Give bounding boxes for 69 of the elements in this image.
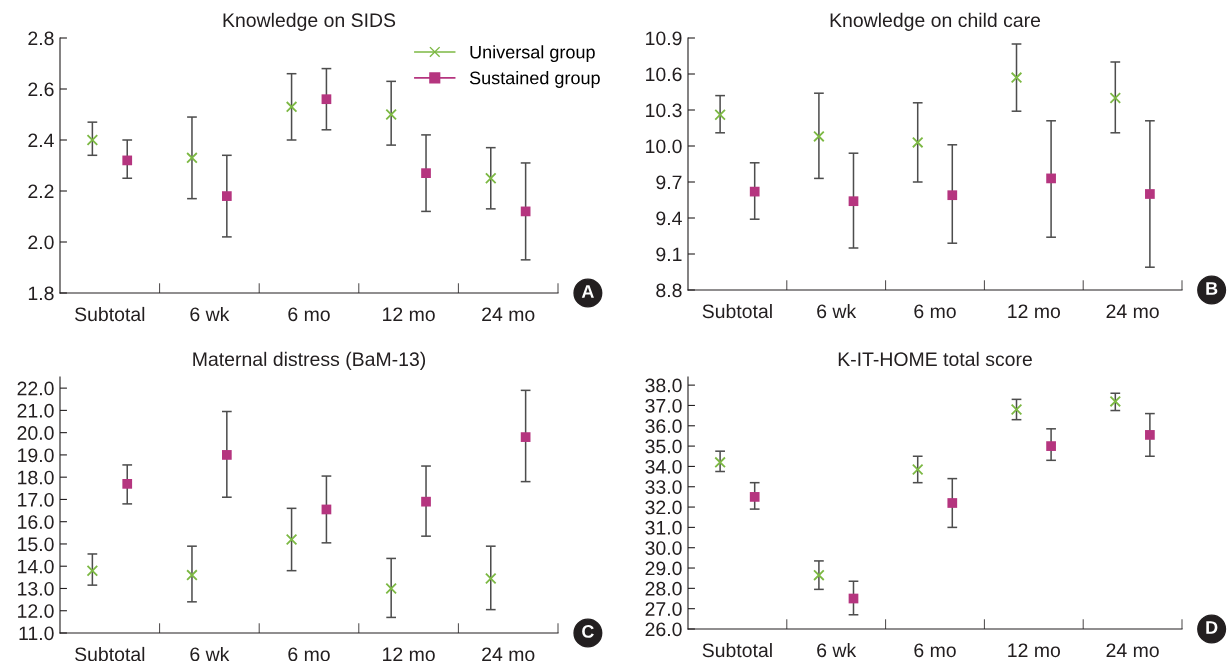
x-tick-label: 24 mo — [482, 647, 535, 661]
y-tick-label: 38.0 — [645, 378, 682, 393]
y-tick-label: 1.8 — [28, 286, 54, 301]
y-tick-label: 10.6 — [646, 67, 682, 82]
text: B — [1206, 282, 1218, 295]
y-tick-label: 9.1 — [656, 247, 682, 262]
y-tick-label: 13.0 — [18, 581, 54, 596]
text: D — [1206, 621, 1218, 634]
y-tick-label: 36.0 — [645, 419, 682, 434]
x-tick-label: Subtotal — [702, 303, 772, 319]
x-tick-label: 12 mo — [1008, 643, 1061, 658]
legend-label: Sustained group — [469, 71, 600, 88]
y-tick-label: 32.0 — [645, 500, 682, 515]
y-tick-label: 15.0 — [18, 537, 54, 552]
y-tick-label: 14.0 — [18, 559, 54, 574]
y-tick-label: 31.0 — [645, 520, 682, 535]
y-tick-label: 35.0 — [645, 439, 682, 454]
x-tick-label: 24 mo — [1106, 304, 1159, 319]
x-tick-label: 6 mo — [914, 304, 956, 319]
y-tick-label: 10.0 — [646, 139, 682, 154]
x-tick-label: 12 mo — [1008, 304, 1061, 319]
x-tick-label: 6 mo — [288, 307, 330, 322]
x-tick-label: 6 wk — [190, 306, 230, 322]
y-tick-label: 30.0 — [645, 541, 682, 555]
text: C — [582, 625, 594, 638]
y-tick-label: 2.4 — [28, 133, 54, 148]
y-tick-label: 18.0 — [18, 470, 54, 485]
y-tick-label: 19.0 — [18, 448, 54, 463]
chart-title: Maternal distress (BaM-13) — [193, 351, 426, 370]
x-tick-label: 6 wk — [817, 642, 857, 658]
y-tick-label: 2.2 — [28, 184, 54, 199]
x-tick-label: 24 mo — [482, 307, 535, 322]
y-tick-label: 22.0 — [17, 381, 54, 396]
x-tick-label: 6 mo — [914, 643, 956, 658]
x-tick-label: 6 wk — [190, 646, 230, 661]
x-tick-label: 12 mo — [383, 307, 435, 322]
y-tick-label: 10.9 — [646, 31, 682, 46]
y-tick-label: 17.0 — [18, 492, 54, 507]
y-tick-label: 16.0 — [18, 515, 54, 529]
y-tick-label: 26.0 — [645, 622, 682, 637]
x-tick-label: Subtotal — [75, 306, 145, 322]
x-tick-label: 6 wk — [817, 303, 857, 319]
y-tick-label: 37.0 — [645, 398, 682, 413]
y-tick-label: 29.0 — [645, 561, 682, 576]
y-tick-label: 28.0 — [645, 581, 682, 596]
y-tick-label: 9.7 — [656, 175, 682, 190]
legend-label: Universal group — [470, 45, 595, 63]
x-tick-label: 6 mo — [288, 647, 330, 661]
y-tick-label: 21.0 — [17, 403, 54, 418]
y-tick-label: 2.6 — [28, 82, 54, 97]
x-tick-label: Subtotal — [75, 646, 145, 661]
x-tick-label: 12 mo — [383, 647, 435, 661]
y-tick-label: 33.0 — [645, 480, 682, 494]
y-tick-label: 34.0 — [645, 459, 682, 474]
y-tick-label: 20.0 — [17, 426, 54, 440]
text: A — [581, 285, 594, 298]
x-tick-label: 24 mo — [1106, 643, 1159, 658]
y-tick-label: 2.0 — [28, 235, 54, 250]
y-tick-label: 12.0 — [18, 604, 54, 618]
x-tick-label: Subtotal — [702, 642, 772, 658]
chart-title: Knowledge on child care — [830, 12, 1041, 31]
y-tick-label: 9.4 — [656, 211, 682, 226]
chart-title: Knowledge on SIDS — [223, 12, 396, 31]
y-tick-label: 8.8 — [656, 283, 682, 298]
y-tick-label: 27.0 — [645, 602, 682, 616]
y-tick-label: 10.3 — [646, 103, 682, 118]
y-tick-label: 2.8 — [28, 31, 54, 46]
chart-title: K-IT-HOME total score — [838, 351, 1032, 367]
y-tick-label: 11.0 — [19, 626, 54, 641]
